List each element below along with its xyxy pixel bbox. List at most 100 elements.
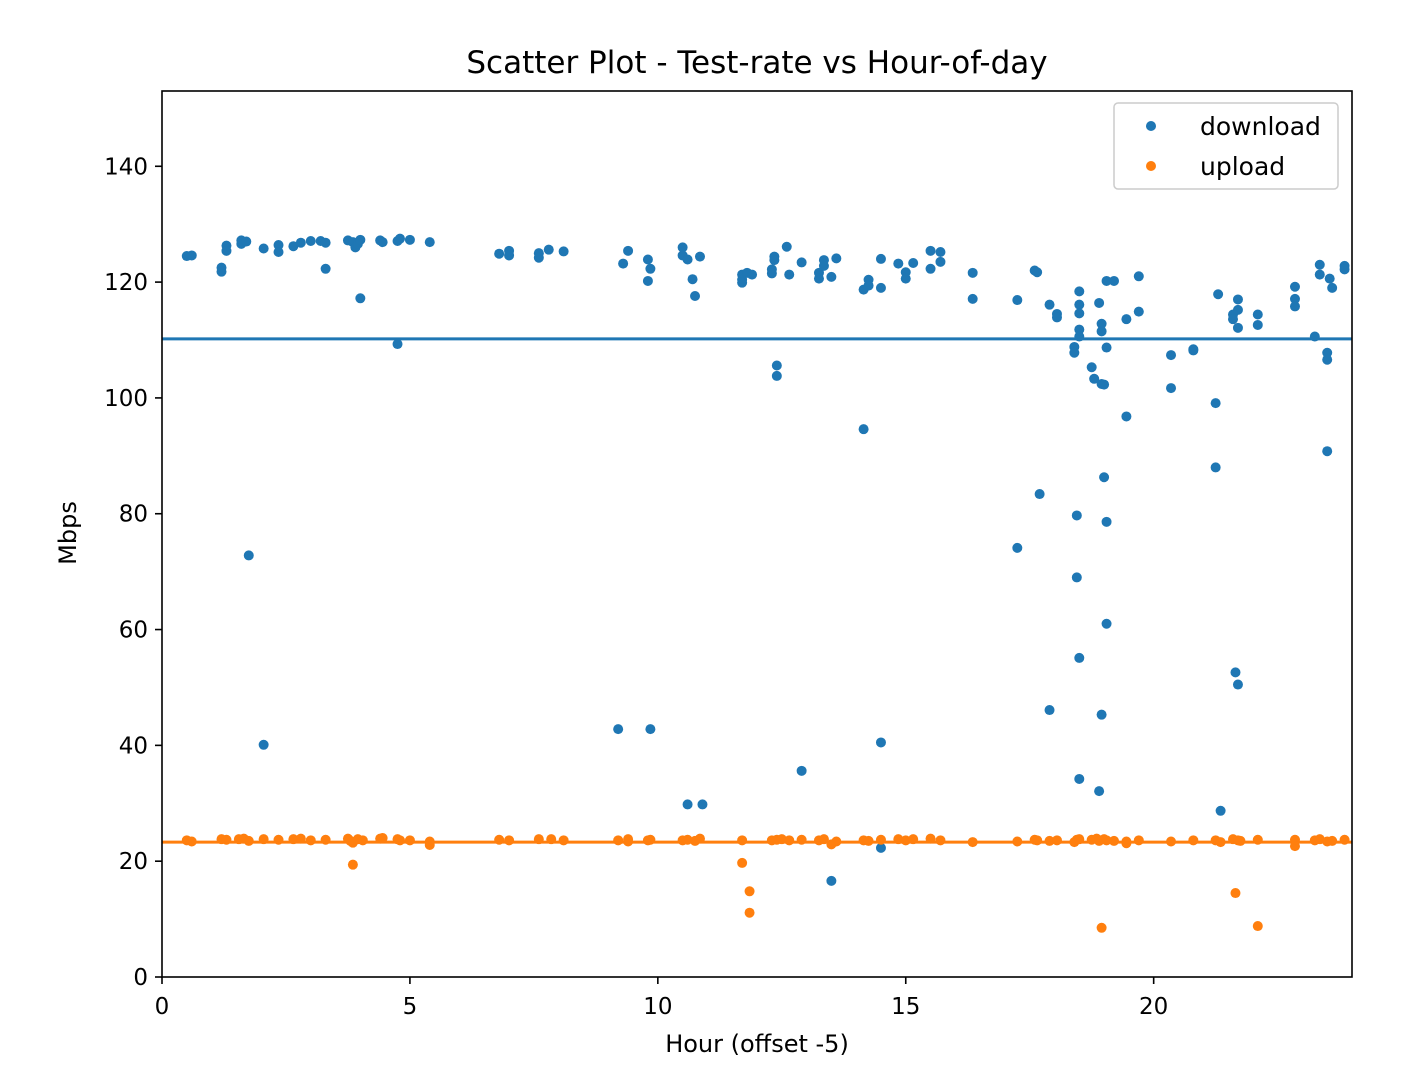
download-point	[858, 424, 869, 435]
download-point	[935, 246, 946, 257]
download-point	[1034, 489, 1045, 500]
download-point	[737, 277, 748, 288]
upload-point	[404, 835, 415, 846]
upload-point	[305, 835, 316, 846]
upload-point	[893, 834, 904, 845]
y-tick-label: 0	[133, 965, 148, 991]
x-tick-label: 0	[155, 994, 170, 1020]
upload-point	[1096, 922, 1107, 933]
upload-point	[744, 886, 755, 897]
y-axis-label: Mbps	[54, 501, 82, 565]
x-tick-label: 5	[403, 994, 418, 1020]
download-point	[1032, 267, 1043, 278]
download-point	[1101, 275, 1112, 286]
download-point	[424, 237, 435, 248]
download-point	[1232, 679, 1243, 690]
download-point	[1074, 331, 1085, 342]
upload-point	[925, 833, 936, 844]
data-points	[181, 233, 1350, 933]
download-point	[875, 737, 886, 748]
download-point	[826, 271, 837, 282]
download-point	[186, 250, 197, 261]
upload-point	[424, 839, 435, 850]
download-point	[1232, 322, 1243, 333]
upload-point	[623, 834, 634, 845]
download-point	[295, 237, 306, 248]
download-point	[1094, 786, 1105, 797]
upload-point	[796, 834, 807, 845]
download-point	[1074, 286, 1085, 297]
axes: 0 5 10 15 20 0 20 40 60 80 100 120 140	[104, 90, 1353, 1020]
download-point	[543, 244, 554, 255]
download-point	[677, 242, 688, 253]
download-point	[900, 273, 911, 284]
upload-point	[288, 834, 299, 845]
download-point	[1213, 289, 1224, 300]
upload-point	[908, 834, 919, 845]
upload-point	[347, 859, 358, 870]
upload-point	[875, 834, 886, 845]
download-point	[1089, 373, 1100, 384]
download-point	[320, 237, 331, 248]
download-point	[1322, 446, 1333, 457]
upload-point	[737, 857, 748, 868]
download-point	[504, 250, 515, 261]
download-point	[1044, 299, 1055, 310]
download-point	[355, 234, 366, 245]
upload-point	[682, 834, 693, 845]
upload-point	[186, 836, 197, 847]
download-point	[1012, 295, 1023, 306]
download-point	[1109, 275, 1119, 286]
download-point	[771, 360, 782, 371]
download-point	[1210, 398, 1221, 409]
download-point	[645, 263, 656, 274]
upload-point	[613, 835, 624, 846]
upload-point	[1051, 835, 1062, 846]
y-tick-label: 120	[104, 270, 148, 296]
upload-point	[818, 834, 829, 845]
download-point	[395, 233, 405, 244]
download-point	[1324, 273, 1335, 284]
upload-legend-label: upload	[1200, 152, 1285, 181]
download-point	[1074, 308, 1085, 319]
download-point	[818, 260, 829, 271]
download-point	[1074, 324, 1085, 335]
upload-point	[1101, 835, 1112, 846]
download-point	[908, 257, 919, 268]
upload-point	[504, 835, 515, 846]
download-point	[1044, 705, 1055, 716]
download-point	[320, 263, 331, 274]
download-point	[1099, 472, 1110, 483]
download-point	[241, 236, 252, 247]
download-point	[1133, 271, 1144, 282]
download-point	[1101, 342, 1112, 353]
upload-point	[546, 834, 557, 845]
download-point	[273, 240, 284, 251]
upload-point	[1109, 835, 1119, 846]
download-point	[1232, 304, 1243, 315]
download-point	[682, 254, 693, 265]
download-point	[221, 245, 232, 256]
upload-point	[243, 835, 254, 846]
download-point	[377, 237, 388, 248]
download-point	[875, 282, 886, 293]
upload-point	[320, 834, 331, 845]
download-point	[687, 274, 698, 285]
upload-point	[258, 834, 269, 845]
download-point	[967, 293, 978, 304]
download-point	[1230, 667, 1241, 678]
download-point	[1101, 516, 1112, 527]
download-point	[1086, 362, 1097, 373]
upload-point	[863, 835, 874, 846]
download-point	[243, 550, 254, 561]
upload-point	[221, 834, 232, 845]
upload-point	[900, 835, 911, 846]
download-point	[925, 263, 936, 274]
upload-point	[645, 834, 656, 845]
download-point	[305, 235, 316, 246]
upload-point	[1044, 835, 1055, 846]
download-point	[826, 875, 837, 886]
upload-point	[494, 834, 505, 845]
